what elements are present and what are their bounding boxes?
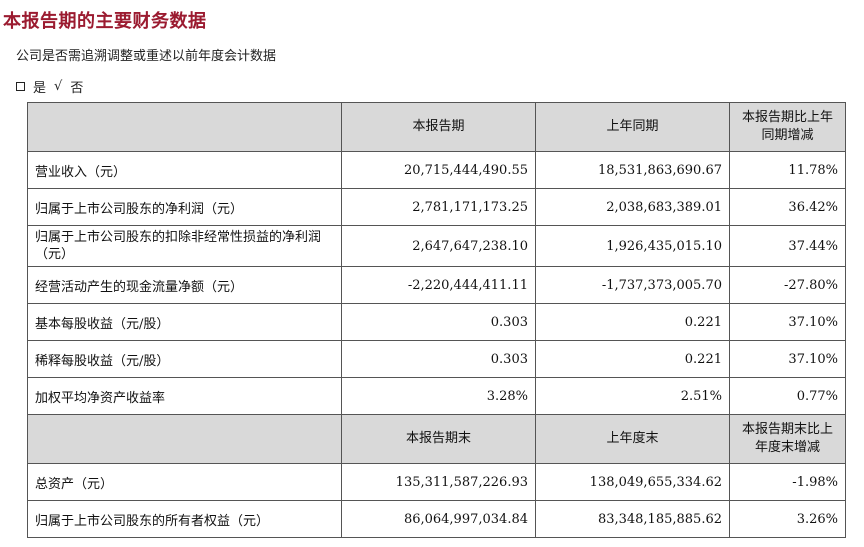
change-value: -27.80%	[729, 266, 846, 304]
prior-value: 1,926,435,015.10	[535, 225, 730, 267]
current-value: 2,647,647,238.10	[341, 225, 536, 267]
financial-data-table: 本报告期 上年同期 本报告期比上年同期增减 营业收入（元） 20,715,444…	[27, 102, 846, 538]
prior-value: 18,531,863,690.67	[535, 151, 730, 189]
prior-value: 2.51%	[535, 377, 730, 415]
current-value: 20,715,444,490.55	[341, 151, 536, 189]
header-prior-year-end: 上年度末	[535, 414, 730, 464]
row-label: 归属于上市公司股东的扣除非经常性损益的净利润（元）	[27, 225, 342, 267]
prior-value: 0.221	[535, 340, 730, 378]
table-row: 总资产（元） 135,311,587,226.93 138,049,655,33…	[27, 463, 846, 501]
header-prior-period: 上年同期	[535, 102, 730, 152]
row-label: 归属于上市公司股东的净利润（元）	[27, 188, 342, 226]
choice-no-label: 否	[70, 81, 84, 96]
page-title: 本报告期的主要财务数据	[3, 11, 207, 32]
row-label: 总资产（元）	[27, 463, 342, 501]
current-value: 86,064,997,034.84	[341, 500, 536, 538]
change-value: 37.44%	[729, 225, 846, 267]
header-period-end: 本报告期末	[341, 414, 536, 464]
current-value: 3.28%	[341, 377, 536, 415]
change-value: 37.10%	[729, 303, 846, 341]
header-period-change: 本报告期比上年同期增减	[729, 102, 846, 152]
header-cell-empty	[27, 414, 342, 464]
table-row: 经营活动产生的现金流量净额（元） -2,220,444,411.11 -1,73…	[27, 266, 846, 304]
prior-value: 138,049,655,334.62	[535, 463, 730, 501]
row-label: 加权平均净资产收益率	[27, 377, 342, 415]
change-value: 3.26%	[729, 500, 846, 538]
table-row: 归属于上市公司股东的净利润（元） 2,781,171,173.25 2,038,…	[27, 188, 846, 226]
change-value: 0.77%	[729, 377, 846, 415]
table-row: 稀释每股收益（元/股） 0.303 0.221 37.10%	[27, 340, 846, 378]
choice-yes-label: 是	[33, 81, 47, 96]
header-cell-empty	[27, 102, 342, 152]
table-row: 归属于上市公司股东的所有者权益（元） 86,064,997,034.84 83,…	[27, 500, 846, 538]
current-value: 0.303	[341, 303, 536, 341]
row-label: 稀释每股收益（元/股）	[27, 340, 342, 378]
current-value: 135,311,587,226.93	[341, 463, 536, 501]
prior-value: 83,348,185,885.62	[535, 500, 730, 538]
change-value: 36.42%	[729, 188, 846, 226]
table-row: 加权平均净资产收益率 3.28% 2.51% 0.77%	[27, 377, 846, 415]
restatement-question: 公司是否需追溯调整或重述以前年度会计数据	[16, 49, 277, 64]
prior-value: -1,737,373,005.70	[535, 266, 730, 304]
prior-value: 2,038,683,389.01	[535, 188, 730, 226]
current-value: 2,781,171,173.25	[341, 188, 536, 226]
current-value: 0.303	[341, 340, 536, 378]
change-value: 11.78%	[729, 151, 846, 189]
prior-value: 0.221	[535, 303, 730, 341]
header-current-period: 本报告期	[341, 102, 536, 152]
checkbox-icon	[16, 82, 25, 91]
current-value: -2,220,444,411.11	[341, 266, 536, 304]
row-label: 基本每股收益（元/股）	[27, 303, 342, 341]
header-year-end-change: 本报告期末比上年度末增减	[729, 414, 846, 464]
change-value: -1.98%	[729, 463, 846, 501]
table-header-row: 本报告期末 上年度末 本报告期末比上年度末增减	[27, 414, 846, 464]
table-header-row: 本报告期 上年同期 本报告期比上年同期增减	[27, 102, 846, 152]
table-row: 归属于上市公司股东的扣除非经常性损益的净利润（元） 2,647,647,238.…	[27, 225, 846, 267]
row-label: 经营活动产生的现金流量净额（元）	[27, 266, 342, 304]
row-label: 归属于上市公司股东的所有者权益（元）	[27, 500, 342, 538]
table-row: 营业收入（元） 20,715,444,490.55 18,531,863,690…	[27, 151, 846, 189]
row-label: 营业收入（元）	[27, 151, 342, 189]
table-row: 基本每股收益（元/股） 0.303 0.221 37.10%	[27, 303, 846, 341]
restatement-choice: 是 √ 否	[16, 77, 91, 96]
checkmark-icon: √	[54, 79, 63, 94]
change-value: 37.10%	[729, 340, 846, 378]
